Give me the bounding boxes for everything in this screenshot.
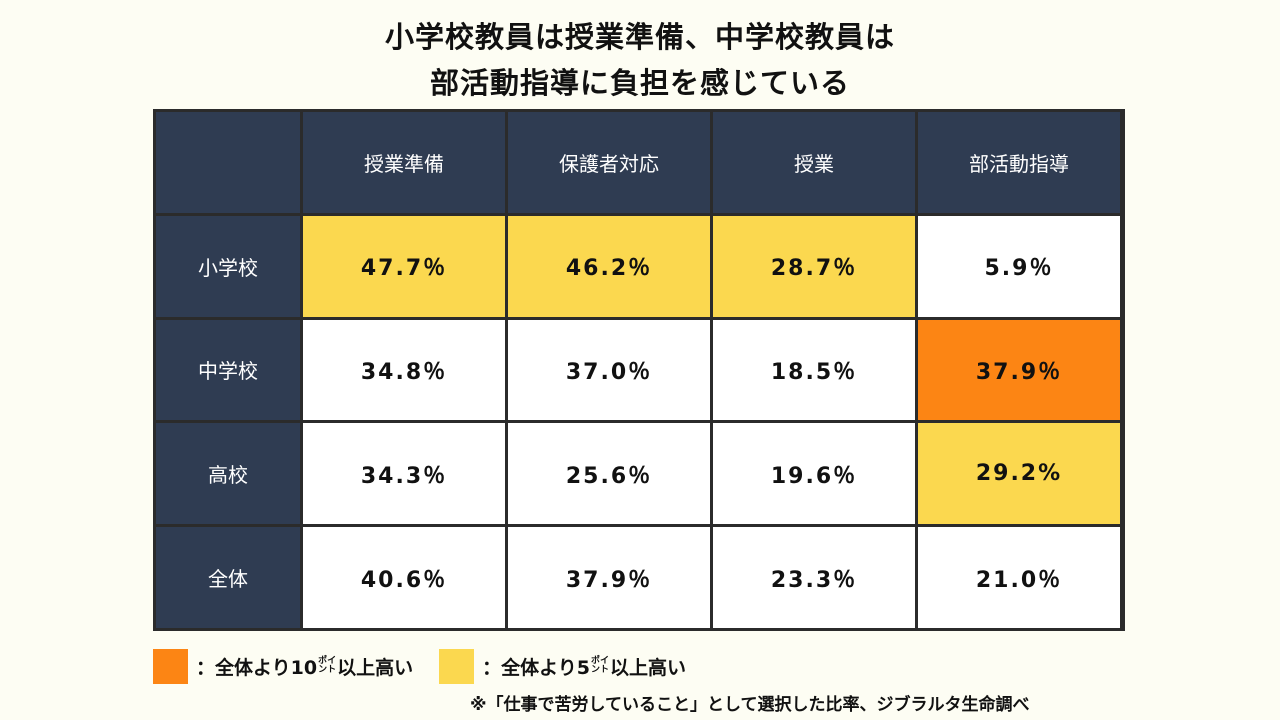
point-unit: ポイ ント bbox=[318, 657, 336, 675]
column-header: 保護者対応 bbox=[508, 112, 710, 213]
table-cell: 47.7％ bbox=[303, 215, 505, 317]
point-unit: ポイ ント bbox=[591, 657, 609, 675]
row-header: 全体 bbox=[156, 527, 300, 628]
legend-orange-suffix: 以上高い bbox=[337, 656, 414, 679]
chart-title: 小学校教員は授業準備、中学校教員は 部活動指導に負担を感じている bbox=[0, 14, 1280, 106]
orange-swatch bbox=[153, 648, 188, 684]
table-cell: 19.6％ bbox=[713, 423, 915, 525]
row-header: 中学校 bbox=[156, 319, 300, 421]
table-cell: 34.3％ bbox=[303, 423, 505, 525]
legend-yellow-prefix: ：全体より5 bbox=[482, 656, 590, 679]
table-cell: 29.2% bbox=[918, 423, 1120, 525]
row-header: 小学校 bbox=[156, 215, 300, 317]
column-header: 授業 bbox=[713, 112, 915, 213]
table-cell: 37.9％ bbox=[918, 319, 1120, 421]
table-corner bbox=[156, 112, 300, 213]
table-cell: 34.8％ bbox=[303, 319, 505, 421]
point-unit-top: ポイ bbox=[318, 656, 337, 666]
legend-yellow-suffix: 以上高い bbox=[609, 656, 686, 679]
yellow-swatch bbox=[439, 648, 475, 684]
legend-item-orange: ：全体より10 ポイ ント 以上高い bbox=[153, 648, 414, 684]
legend: ：全体より10 ポイ ント 以上高い ：全体より5 ポイ ント 以上高い bbox=[153, 648, 712, 684]
table-cell: 18.5％ bbox=[713, 319, 915, 421]
table-cell: 5.9％ bbox=[918, 215, 1120, 317]
legend-item-yellow: ：全体より5 ポイ ント 以上高い bbox=[439, 648, 686, 684]
data-table: 授業準備 保護者対応 授業 部活動指導 小学校 47.7％ 46.2％ 28.7… bbox=[153, 109, 1125, 631]
column-header: 部活動指導 bbox=[918, 112, 1120, 213]
table-cell: 37.0％ bbox=[508, 319, 710, 421]
table-cell: 46.2％ bbox=[508, 215, 710, 317]
point-unit-bottom: ント bbox=[590, 665, 609, 675]
title-line-1: 小学校教員は授業準備、中学校教員は bbox=[384, 20, 895, 54]
table-cell: 25.6％ bbox=[508, 423, 710, 525]
table-cell: 28.7％ bbox=[713, 215, 915, 317]
title-line-2: 部活動指導に負担を感じている bbox=[429, 66, 850, 100]
table-cell: 37.9％ bbox=[508, 527, 710, 628]
table-cell: 40.6％ bbox=[303, 527, 505, 628]
point-unit-top: ポイ bbox=[590, 656, 609, 666]
row-header: 高校 bbox=[156, 423, 300, 525]
point-unit-bottom: ント bbox=[318, 665, 337, 675]
source-note: ※「仕事で苦労していること」として選択した比率、ジブラルタ生命調べ bbox=[470, 695, 1030, 715]
column-header: 授業準備 bbox=[303, 112, 505, 213]
legend-orange-prefix: ：全体より10 bbox=[196, 656, 318, 679]
table-cell: 21.0％ bbox=[918, 527, 1120, 628]
table-cell: 23.3％ bbox=[713, 527, 915, 628]
